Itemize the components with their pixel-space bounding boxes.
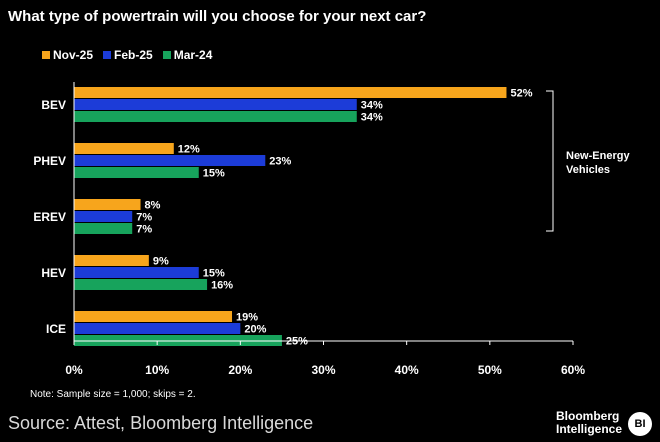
category-label-phev: PHEV: [33, 154, 66, 168]
bar-phev-feb-25: [74, 155, 266, 166]
brand-line-2: Intelligence: [556, 422, 623, 436]
category-label-bev: BEV: [41, 98, 66, 112]
category-label-erev: EREV: [33, 210, 66, 224]
data-label-erev-feb-25: 7%: [136, 212, 152, 224]
bar-phev-mar-24: [74, 167, 199, 178]
data-label-bev-mar-24: 34%: [361, 112, 383, 124]
annotation-label: New-Energy: [566, 150, 630, 162]
category-label-hev: HEV: [41, 266, 66, 280]
data-label-ice-feb-25: 20%: [244, 324, 266, 336]
bar-hev-feb-25: [74, 267, 199, 278]
bar-ice-feb-25: [74, 323, 241, 334]
chart-title: What type of powertrain will you choose …: [8, 8, 427, 25]
data-label-hev-feb-25: 15%: [203, 268, 225, 280]
data-label-hev-nov-25: 9%: [153, 256, 169, 268]
data-label-bev-feb-25: 34%: [361, 100, 383, 112]
bar-erev-mar-24: [74, 223, 133, 234]
bar-bev-nov-25: [74, 87, 507, 98]
legend-item-feb-25: Feb-25: [103, 48, 153, 62]
bar-bev-feb-25: [74, 99, 357, 110]
data-label-erev-mar-24: 7%: [136, 224, 152, 236]
annotation-bracket: [546, 90, 554, 232]
x-tick-label: 10%: [145, 363, 169, 377]
legend: Nov-25 Feb-25 Mar-24: [42, 48, 212, 62]
data-label-phev-mar-24: 15%: [203, 168, 225, 180]
data-label-hev-mar-24: 16%: [211, 280, 233, 292]
legend-swatch-nov-25: [42, 51, 50, 59]
legend-label-feb-25: Feb-25: [114, 48, 153, 62]
legend-swatch-feb-25: [103, 51, 112, 59]
category-label-ice: ICE: [46, 322, 66, 336]
bar-hev-mar-24: [74, 279, 208, 290]
bi-logo-icon: BI: [628, 412, 652, 436]
data-label-ice-nov-25: 19%: [236, 312, 258, 324]
legend-swatch-mar-24: [162, 51, 171, 59]
data-label-phev-feb-25: 23%: [269, 156, 291, 168]
bar-bev-mar-24: [74, 111, 357, 122]
x-tick-label: 20%: [228, 363, 252, 377]
legend-item-mar-24: Mar-24: [162, 48, 213, 62]
source-text: Source: Attest, Bloomberg Intelligence: [8, 413, 314, 433]
legend-label-nov-25: Nov-25: [53, 48, 94, 62]
annotation-label: Vehicles: [566, 164, 610, 176]
brand-line-1: Bloomberg: [556, 409, 620, 423]
data-label-erev-nov-25: 8%: [145, 200, 161, 212]
bar-erev-feb-25: [74, 211, 133, 222]
legend-item-nov-25: Nov-25: [42, 48, 93, 62]
data-label-phev-nov-25: 12%: [178, 144, 200, 156]
x-tick-label: 50%: [478, 363, 502, 377]
chart-note: Note: Sample size = 1,000; skips = 2.: [30, 389, 196, 400]
bar-erev-nov-25: [74, 199, 141, 210]
bloomberg-intelligence-logo: Bloomberg Intelligence: [556, 410, 622, 436]
data-label-bev-nov-25: 52%: [510, 88, 532, 100]
legend-label-mar-24: Mar-24: [173, 48, 213, 62]
bar-ice-nov-25: [74, 311, 233, 322]
x-tick-label: 30%: [311, 363, 335, 377]
x-tick-label: 60%: [561, 363, 585, 377]
bar-hev-nov-25: [74, 255, 149, 266]
x-tick-label: 0%: [65, 363, 83, 377]
bar-phev-nov-25: [74, 143, 174, 154]
x-tick-label: 40%: [395, 363, 419, 377]
